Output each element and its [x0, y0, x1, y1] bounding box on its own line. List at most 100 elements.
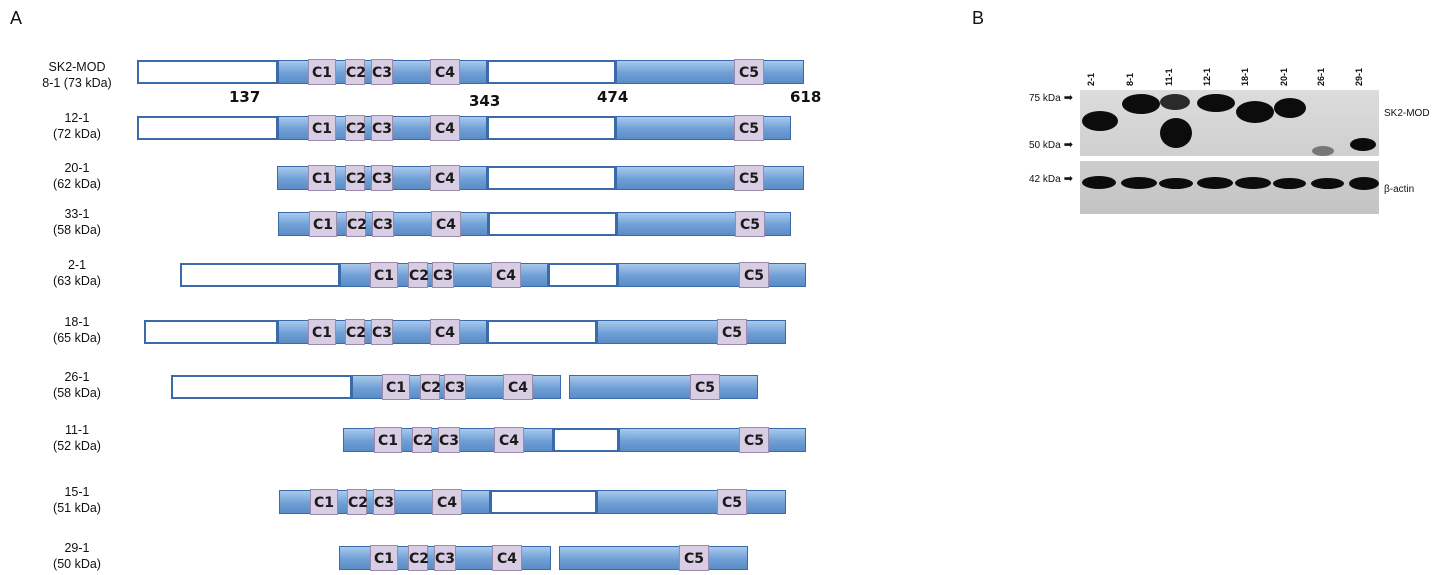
- domain-box-c3: C3: [371, 165, 393, 191]
- domain-box-c4: C4: [494, 427, 524, 453]
- construct-name: 18-1: [64, 315, 90, 329]
- domain-box-c2: C2: [408, 545, 429, 571]
- construct-label: 26-1 (58 kDa): [22, 369, 132, 401]
- blot-label-sk2-mod: SK2-MOD: [1384, 108, 1430, 119]
- domain-box-c5: C5: [717, 319, 747, 345]
- construct-label: 20-1 (62 kDa): [22, 160, 132, 192]
- construct-mass: (65 kDa): [53, 331, 101, 345]
- construct-mass: 8-1 (73 kDa): [42, 76, 112, 90]
- construct-name: 2-1: [67, 258, 87, 272]
- blot-band: [1082, 111, 1118, 131]
- domain-box-c3: C3: [371, 115, 393, 141]
- domain-box-c3: C3: [432, 262, 454, 288]
- construct-label: 18-1 (65 kDa): [22, 314, 132, 346]
- domain-box-c4: C4: [430, 59, 460, 85]
- domain-box-c5: C5: [739, 427, 769, 453]
- domain-box-c1: C1: [308, 319, 336, 345]
- construct-label: SK2-MOD 8-1 (73 kDa): [22, 59, 132, 91]
- conserved-region: [597, 320, 786, 344]
- marker-42kda: 42 kDa ➡: [1029, 173, 1073, 185]
- domain-box-c3: C3: [444, 374, 466, 400]
- domain-box-c5: C5: [679, 545, 709, 571]
- domain-box-c2: C2: [408, 262, 429, 288]
- construct-label: 11-1 (52 kDa): [22, 422, 132, 454]
- domain-box-c1: C1: [374, 427, 402, 453]
- marker-50kda: 50 kDa ➡: [1029, 139, 1073, 151]
- blot-band: [1160, 94, 1190, 110]
- domain-box-c4: C4: [430, 115, 460, 141]
- domain-box-c5: C5: [690, 374, 720, 400]
- coordinate-618: 618: [790, 88, 822, 106]
- blot-band: [1311, 178, 1344, 189]
- domain-box-c1: C1: [310, 489, 338, 515]
- domain-box-c4: C4: [492, 545, 522, 571]
- construct-name: 33-1: [64, 207, 90, 221]
- domain-box-c1: C1: [308, 115, 336, 141]
- domain-box-c4: C4: [491, 262, 521, 288]
- unaligned-region: [137, 60, 278, 84]
- construct-mass: (58 kDa): [53, 386, 101, 400]
- domain-box-c3: C3: [438, 427, 460, 453]
- arrow-icon: ➡: [1063, 139, 1073, 151]
- conserved-region: [618, 263, 806, 287]
- construct-name: 11-1: [64, 423, 90, 437]
- construct-mass: (51 kDa): [53, 501, 101, 515]
- domain-box-c5: C5: [739, 262, 769, 288]
- domain-box-c3: C3: [373, 489, 395, 515]
- domain-box-c1: C1: [370, 262, 398, 288]
- blot-band: [1274, 98, 1306, 118]
- blot-band: [1197, 94, 1235, 112]
- coordinate-137: 137: [229, 88, 261, 106]
- conserved-region: [616, 116, 791, 140]
- domain-box-c2: C2: [345, 115, 366, 141]
- construct-mass: (50 kDa): [53, 557, 101, 571]
- unaligned-region: [553, 428, 619, 452]
- unaligned-region: [548, 263, 618, 287]
- unaligned-region: [488, 212, 617, 236]
- lane-label: 26-1: [1316, 67, 1326, 86]
- domain-box-c3: C3: [371, 319, 393, 345]
- construct-label: 2-1 (63 kDa): [22, 257, 132, 289]
- construct-mass: (58 kDa): [53, 223, 101, 237]
- unaligned-region: [487, 320, 597, 344]
- coordinate-343: 343: [469, 92, 501, 110]
- construct-label: 12-1 (72 kDa): [22, 110, 132, 142]
- domain-box-c5: C5: [717, 489, 747, 515]
- blot-band: [1349, 177, 1379, 190]
- panel-a-label: A: [10, 8, 23, 28]
- blot-band: [1197, 177, 1233, 189]
- construct-label: 29-1 (50 kDa): [22, 540, 132, 572]
- construct-name: 20-1: [64, 161, 90, 175]
- construct-name: 15-1: [64, 485, 90, 499]
- domain-box-c5: C5: [734, 165, 764, 191]
- domain-box-c4: C4: [431, 211, 461, 237]
- panel-b-label: B: [972, 8, 985, 28]
- domain-box-c1: C1: [370, 545, 398, 571]
- conserved-region: [616, 166, 804, 190]
- lane-label: 12-1: [1202, 67, 1212, 86]
- construct-name: SK2-MOD: [48, 60, 106, 74]
- domain-box-c2: C2: [346, 211, 367, 237]
- conserved-region: [597, 490, 786, 514]
- blot-band: [1082, 176, 1116, 189]
- blot-band: [1122, 94, 1160, 114]
- domain-box-c3: C3: [371, 59, 393, 85]
- blot-band: [1235, 177, 1271, 189]
- domain-box-c1: C1: [308, 59, 336, 85]
- domain-box-c5: C5: [734, 59, 764, 85]
- domain-box-c4: C4: [430, 319, 460, 345]
- domain-box-c4: C4: [503, 374, 533, 400]
- arrow-icon: ➡: [1063, 92, 1073, 104]
- domain-box-c3: C3: [372, 211, 394, 237]
- construct-name: 29-1: [64, 541, 90, 555]
- lane-label: 11-1: [1164, 68, 1174, 86]
- blot-band: [1236, 101, 1274, 123]
- conserved-region: [569, 375, 758, 399]
- domain-box-c1: C1: [309, 211, 337, 237]
- conserved-region: [619, 428, 806, 452]
- blot-band: [1312, 146, 1334, 156]
- construct-label: 33-1 (58 kDa): [22, 206, 132, 238]
- blot-band: [1121, 177, 1157, 189]
- domain-box-c2: C2: [347, 489, 368, 515]
- conserved-region: [559, 546, 748, 570]
